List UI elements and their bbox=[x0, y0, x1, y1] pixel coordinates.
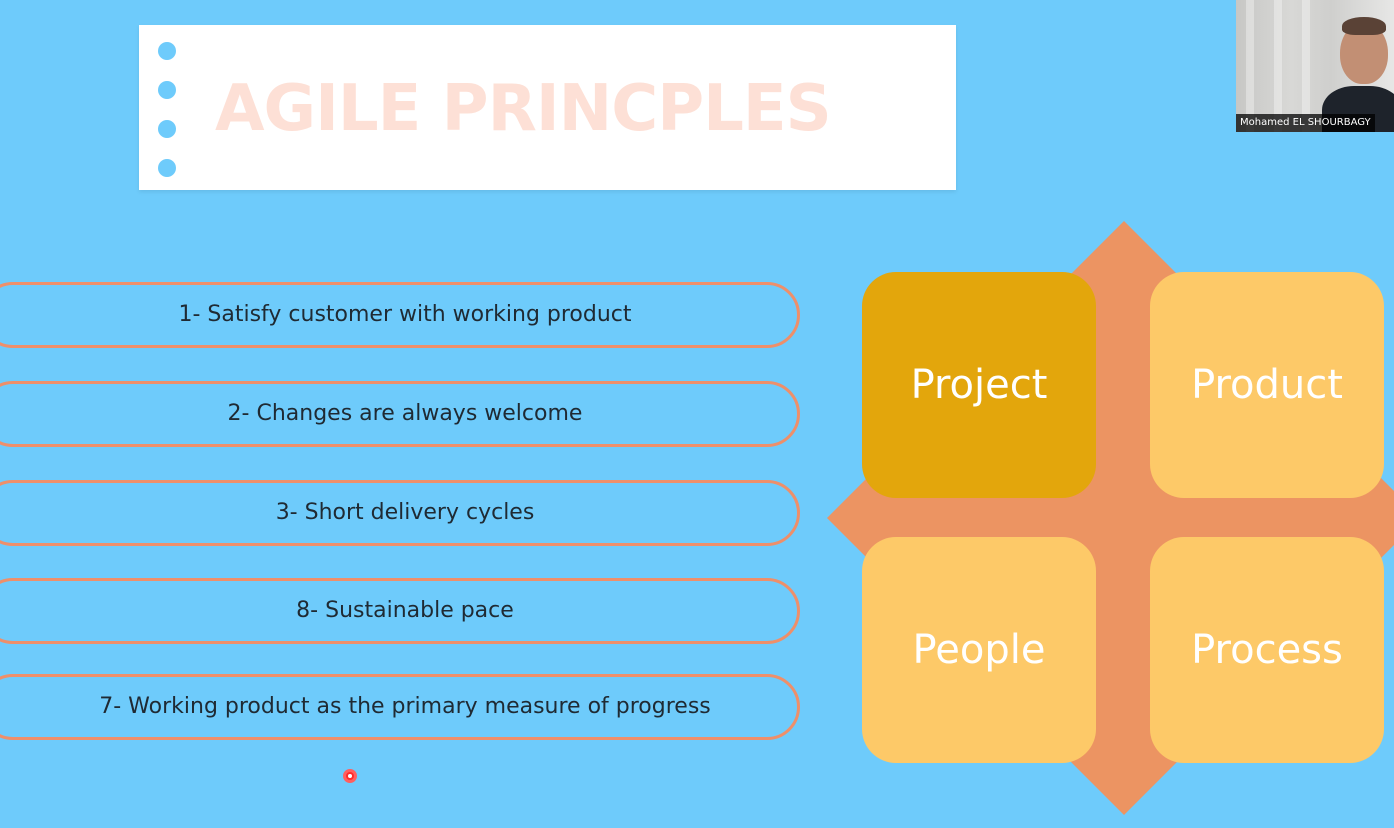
participant-name-label: Mohamed EL SHOURBAGY bbox=[1236, 114, 1375, 132]
tile-label: Process bbox=[1191, 627, 1343, 673]
principle-item-1: 1- Satisfy customer with working product bbox=[0, 282, 800, 348]
principle-text: 8- Sustainable pace bbox=[296, 598, 514, 623]
curtain-stripe bbox=[1246, 0, 1254, 132]
webcam-thumbnail[interactable]: Mohamed EL SHOURBAGY bbox=[1236, 0, 1394, 132]
pointer-cursor-icon bbox=[343, 769, 357, 783]
bullet-dot bbox=[158, 159, 176, 177]
bullet-dot bbox=[158, 120, 176, 138]
principle-text: 7- Working product as the primary measur… bbox=[99, 694, 711, 719]
principle-text: 2- Changes are always welcome bbox=[227, 401, 583, 426]
tile-product[interactable]: Product bbox=[1150, 272, 1384, 498]
principle-text: 1- Satisfy customer with working product bbox=[178, 302, 632, 327]
curtain-stripe bbox=[1274, 0, 1282, 132]
bullet-dot bbox=[158, 81, 176, 99]
participant-hair bbox=[1342, 17, 1386, 35]
tile-process[interactable]: Process bbox=[1150, 537, 1384, 763]
principle-text: 3- Short delivery cycles bbox=[275, 500, 535, 525]
bullet-dot bbox=[158, 42, 176, 60]
principle-item-5: 7- Working product as the primary measur… bbox=[0, 674, 800, 740]
principle-item-4: 8- Sustainable pace bbox=[0, 578, 800, 644]
tile-label: People bbox=[912, 627, 1046, 673]
slide-title: AGILE PRINCPLES bbox=[215, 72, 832, 146]
tile-people[interactable]: People bbox=[862, 537, 1096, 763]
curtain-stripe bbox=[1302, 0, 1310, 132]
tile-project[interactable]: Project bbox=[862, 272, 1096, 498]
principle-item-3: 3- Short delivery cycles bbox=[0, 480, 800, 546]
principle-item-2: 2- Changes are always welcome bbox=[0, 381, 800, 447]
tile-label: Product bbox=[1191, 362, 1343, 408]
tile-label: Project bbox=[910, 362, 1048, 408]
title-card: AGILE PRINCPLES bbox=[139, 25, 956, 190]
